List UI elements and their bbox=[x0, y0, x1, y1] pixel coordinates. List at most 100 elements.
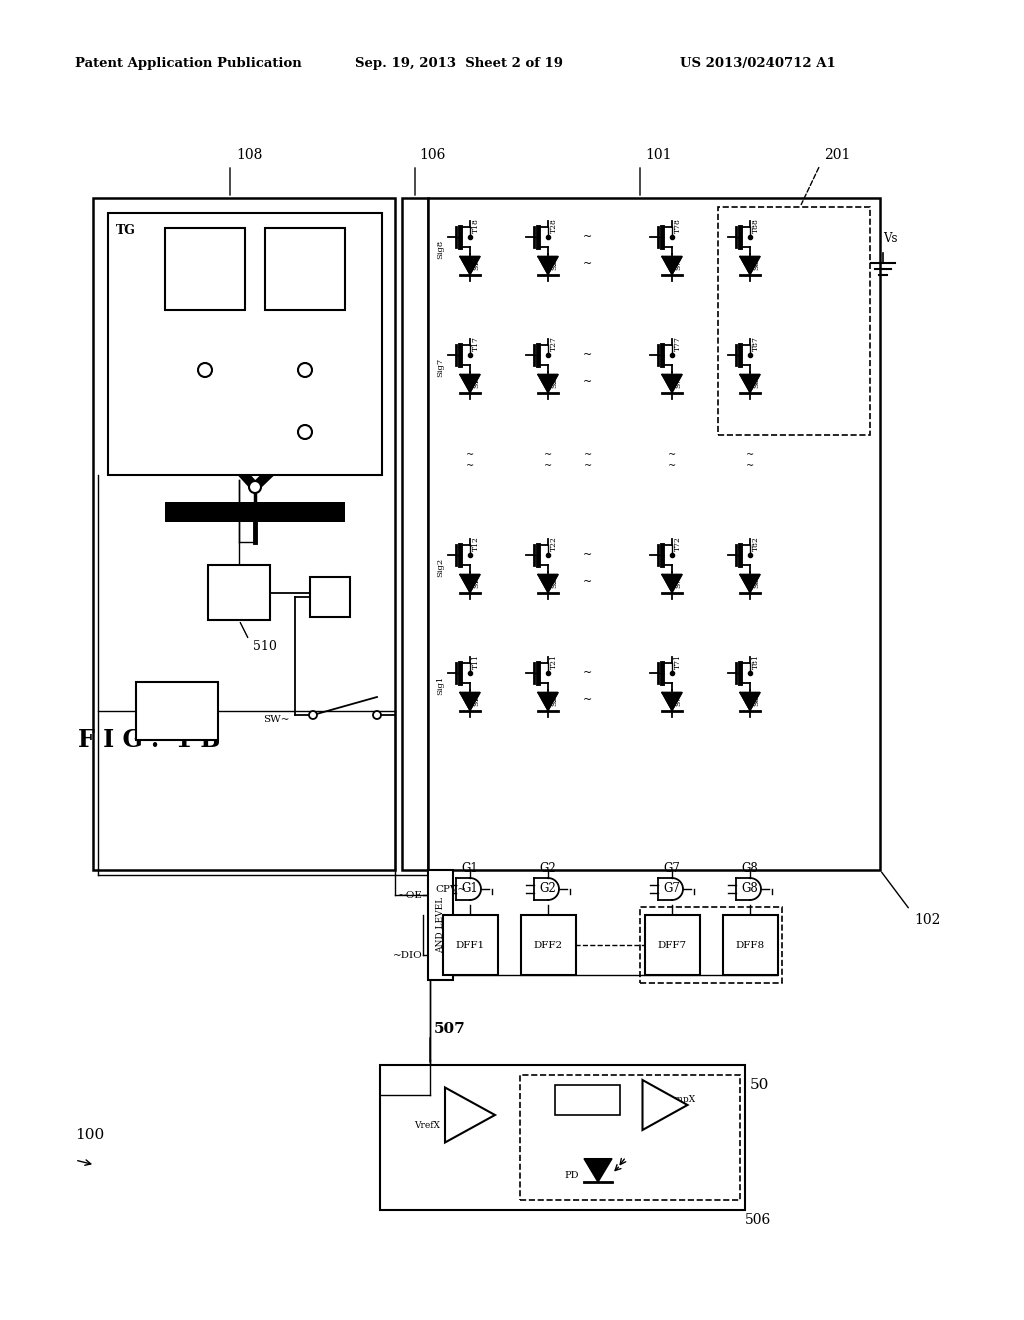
Polygon shape bbox=[740, 693, 760, 710]
Polygon shape bbox=[460, 693, 480, 710]
Bar bbox=[136, 682, 218, 741]
Text: ~
~: ~ ~ bbox=[745, 450, 754, 470]
Text: 507: 507 bbox=[434, 1022, 466, 1036]
Polygon shape bbox=[740, 574, 760, 593]
Bar bbox=[723, 915, 778, 975]
Text: 50: 50 bbox=[750, 1078, 769, 1092]
Text: AND LEVEL: AND LEVEL bbox=[436, 896, 445, 953]
Bar bbox=[645, 915, 700, 975]
Text: PD: PD bbox=[564, 1171, 579, 1180]
Polygon shape bbox=[460, 256, 480, 275]
Circle shape bbox=[298, 363, 312, 378]
Text: ~
~: ~ ~ bbox=[544, 450, 552, 470]
Text: S88: S88 bbox=[752, 256, 760, 271]
Bar bbox=[521, 915, 575, 975]
Text: ~
~: ~ ~ bbox=[466, 450, 474, 470]
Polygon shape bbox=[538, 574, 558, 593]
Text: 106: 106 bbox=[419, 148, 445, 162]
Bar bbox=[310, 577, 350, 616]
Text: CMP: CMP bbox=[445, 1106, 470, 1114]
Text: S11: S11 bbox=[472, 692, 480, 706]
Text: S22: S22 bbox=[550, 573, 558, 589]
Text: T18: T18 bbox=[472, 219, 480, 234]
Bar bbox=[165, 228, 245, 310]
Polygon shape bbox=[662, 375, 682, 392]
Text: Vs: Vs bbox=[883, 231, 897, 244]
Bar bbox=[520, 1074, 740, 1200]
Bar bbox=[555, 1085, 620, 1115]
Text: TGK: TGK bbox=[191, 263, 219, 276]
Text: S71: S71 bbox=[674, 692, 682, 706]
Text: CNT: CNT bbox=[163, 705, 191, 718]
Bar bbox=[718, 207, 870, 436]
Text: TG: TG bbox=[116, 224, 136, 238]
Text: 100: 100 bbox=[75, 1129, 104, 1142]
Text: T27: T27 bbox=[550, 337, 558, 351]
Text: Sep. 19, 2013  Sheet 2 of 19: Sep. 19, 2013 Sheet 2 of 19 bbox=[355, 57, 563, 70]
Text: T71: T71 bbox=[674, 655, 682, 669]
Text: CPV~: CPV~ bbox=[435, 886, 466, 895]
Text: 506: 506 bbox=[745, 1213, 771, 1228]
Text: VrefX: VrefX bbox=[414, 1121, 440, 1130]
Text: SW~: SW~ bbox=[263, 715, 290, 725]
Polygon shape bbox=[740, 375, 760, 392]
Text: DFF2: DFF2 bbox=[534, 940, 562, 949]
Text: L: L bbox=[326, 590, 334, 603]
Bar bbox=[165, 502, 345, 521]
Text: Sig1: Sig1 bbox=[436, 676, 444, 696]
Text: S21: S21 bbox=[550, 692, 558, 706]
Text: Patent Application Publication: Patent Application Publication bbox=[75, 57, 302, 70]
Text: S87: S87 bbox=[752, 374, 760, 388]
Polygon shape bbox=[538, 256, 558, 275]
Text: 510: 510 bbox=[253, 639, 276, 652]
Text: Sig8: Sig8 bbox=[436, 240, 444, 259]
Text: ~: ~ bbox=[584, 259, 593, 268]
Text: T22: T22 bbox=[550, 536, 558, 552]
Text: ~
~: ~ ~ bbox=[584, 450, 592, 470]
Text: US 2013/0240712 A1: US 2013/0240712 A1 bbox=[680, 57, 836, 70]
Text: DFF1: DFF1 bbox=[456, 940, 484, 949]
Text: ~OE: ~OE bbox=[398, 891, 423, 899]
Text: ~: ~ bbox=[584, 550, 593, 560]
Text: 201: 201 bbox=[824, 148, 850, 162]
Text: T28: T28 bbox=[550, 219, 558, 234]
Polygon shape bbox=[460, 574, 480, 593]
Text: T82: T82 bbox=[752, 536, 760, 552]
Bar bbox=[93, 198, 395, 870]
Circle shape bbox=[249, 480, 261, 492]
Text: ~DIO: ~DIO bbox=[393, 950, 423, 960]
Polygon shape bbox=[662, 574, 682, 593]
Text: T78: T78 bbox=[674, 219, 682, 234]
Bar bbox=[108, 213, 382, 475]
Bar bbox=[380, 1065, 745, 1210]
Text: S72: S72 bbox=[674, 573, 682, 589]
Text: S27: S27 bbox=[550, 374, 558, 388]
Circle shape bbox=[373, 711, 381, 719]
Text: F I G .  1 B: F I G . 1 B bbox=[78, 729, 220, 752]
Polygon shape bbox=[445, 1088, 495, 1143]
Polygon shape bbox=[584, 1159, 612, 1181]
Text: T88: T88 bbox=[752, 219, 760, 234]
Text: 101: 101 bbox=[645, 148, 672, 162]
Text: ~: ~ bbox=[584, 694, 593, 705]
Text: G1: G1 bbox=[462, 862, 478, 875]
Text: T17: T17 bbox=[472, 337, 480, 351]
Polygon shape bbox=[460, 375, 480, 392]
Bar bbox=[402, 198, 428, 870]
Text: T72: T72 bbox=[674, 536, 682, 552]
Polygon shape bbox=[538, 693, 558, 710]
Text: S12: S12 bbox=[472, 573, 480, 589]
Text: S77: S77 bbox=[674, 374, 682, 388]
Text: T12: T12 bbox=[472, 536, 480, 552]
Text: ampX: ampX bbox=[670, 1096, 696, 1105]
Bar bbox=[208, 565, 270, 620]
Polygon shape bbox=[642, 1080, 687, 1130]
Text: ~: ~ bbox=[584, 232, 593, 242]
Text: Sig2: Sig2 bbox=[436, 558, 444, 577]
Text: T21: T21 bbox=[550, 655, 558, 669]
Polygon shape bbox=[662, 256, 682, 275]
Text: G8: G8 bbox=[741, 882, 759, 895]
Polygon shape bbox=[538, 375, 558, 392]
Text: T87: T87 bbox=[752, 337, 760, 351]
Circle shape bbox=[298, 425, 312, 440]
